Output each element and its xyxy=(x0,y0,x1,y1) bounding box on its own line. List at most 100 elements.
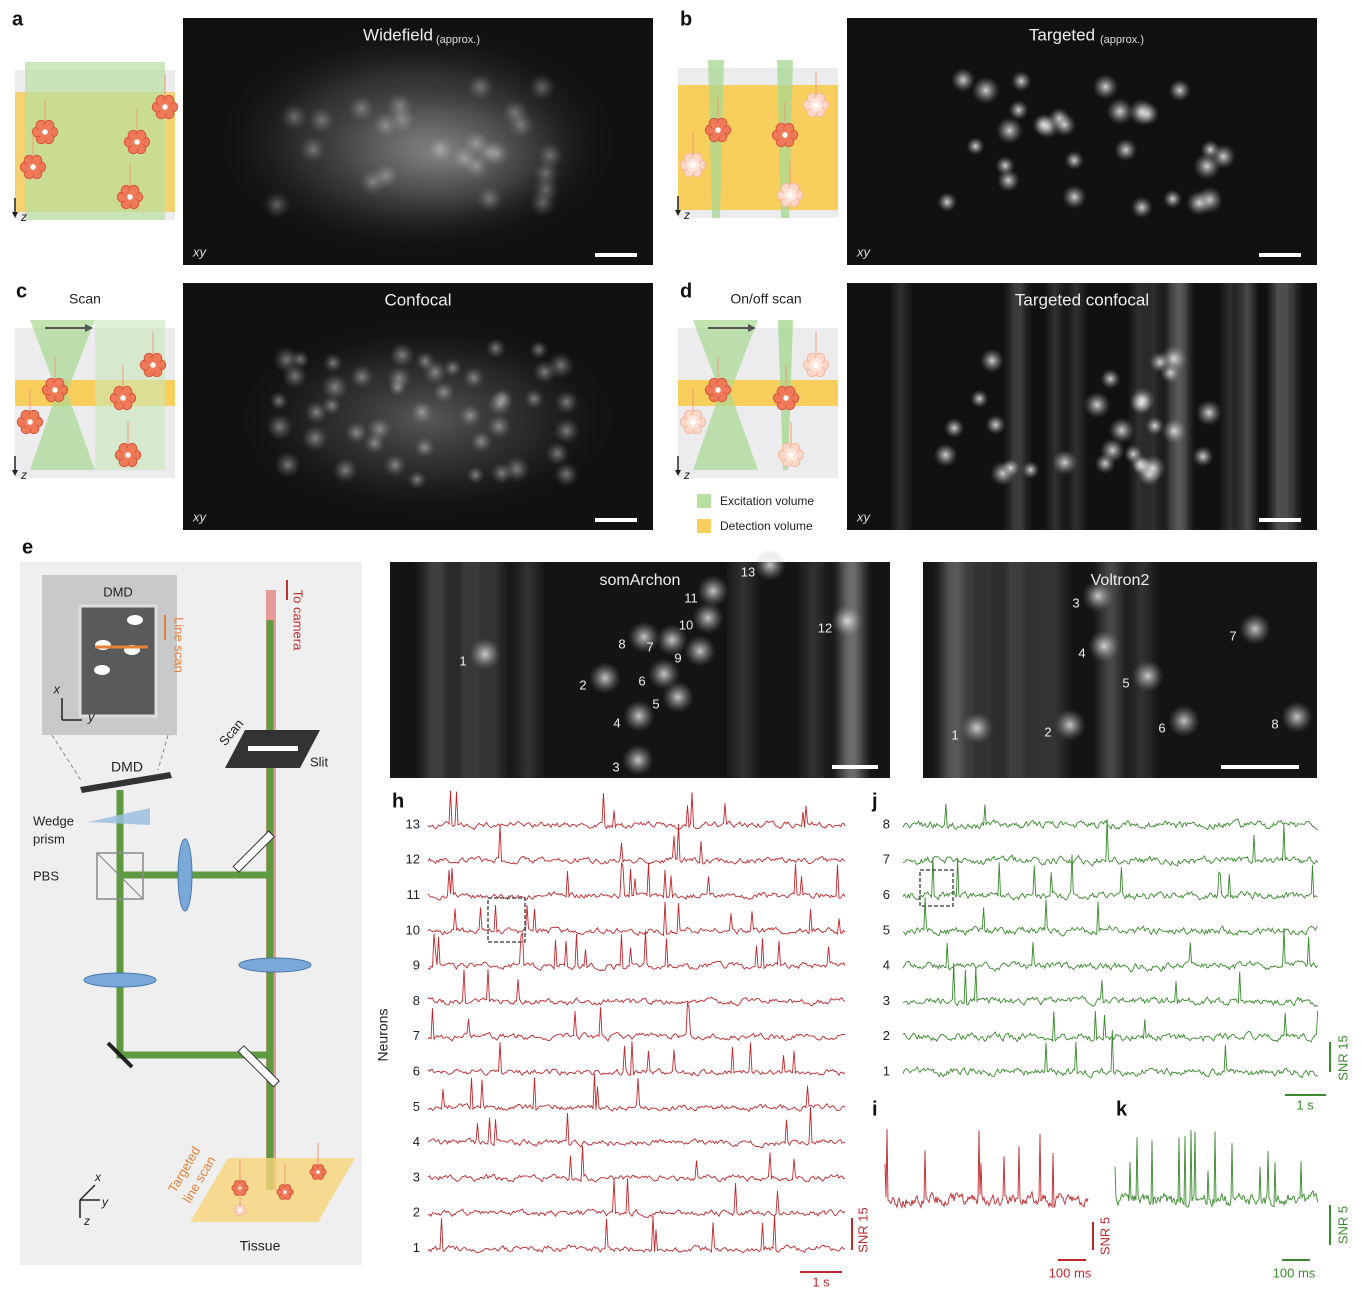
neuron-nucleus xyxy=(782,132,788,138)
neuron-nucleus xyxy=(150,362,156,368)
legend-label: Detection volume xyxy=(720,519,813,533)
cell xyxy=(692,602,724,634)
cell xyxy=(332,457,358,483)
stripe xyxy=(423,562,459,778)
cell xyxy=(1084,392,1111,419)
cell xyxy=(1145,416,1164,435)
image-title: Confocal xyxy=(384,290,451,309)
cell-number: 3 xyxy=(612,759,619,774)
cell xyxy=(951,68,975,92)
neuron-nucleus xyxy=(715,127,721,133)
y-axis-label: Neurons xyxy=(375,1009,391,1062)
stripe xyxy=(1043,283,1067,530)
scale-label: 100 ms xyxy=(1273,1265,1316,1280)
cell xyxy=(934,443,958,467)
cell xyxy=(1281,701,1313,733)
row-label: 11 xyxy=(407,887,421,902)
cell xyxy=(1100,369,1120,389)
cell xyxy=(589,662,621,694)
row-label: 2 xyxy=(883,1028,890,1043)
cell xyxy=(503,456,530,483)
cell xyxy=(997,169,1020,192)
cell xyxy=(1140,455,1167,482)
trace xyxy=(428,969,845,1006)
cell xyxy=(458,404,482,428)
neuron-nucleus xyxy=(27,419,33,425)
axis-label: x xyxy=(53,681,61,696)
scale-label: 1 s xyxy=(1296,1097,1314,1112)
cell xyxy=(347,94,375,122)
cell xyxy=(966,137,984,155)
cell xyxy=(345,421,369,445)
trace xyxy=(903,897,1318,936)
neuron-nucleus xyxy=(690,419,696,425)
scale-bar xyxy=(595,518,637,522)
cell xyxy=(486,391,513,418)
dmd-label: DMD xyxy=(111,759,143,775)
panel-letter: a xyxy=(12,8,24,30)
neuron-nucleus xyxy=(788,452,794,458)
z-label: z xyxy=(20,210,27,224)
cell-number: 2 xyxy=(579,677,586,692)
cell xyxy=(553,417,580,444)
cell xyxy=(372,162,400,190)
cell xyxy=(996,117,1023,144)
row-label: 5 xyxy=(413,1099,420,1114)
cell xyxy=(961,712,993,744)
cell xyxy=(1011,71,1031,91)
cell xyxy=(282,363,308,389)
slit-label: Slit xyxy=(310,754,328,769)
cell xyxy=(302,425,329,452)
lens xyxy=(84,973,156,987)
scale-label: SNR 5 xyxy=(1097,1217,1112,1255)
cell-number: 5 xyxy=(652,696,659,711)
trace xyxy=(428,1074,845,1112)
cell-number: 12 xyxy=(818,620,832,635)
cell xyxy=(831,605,863,637)
cell-number: 3 xyxy=(1072,595,1079,610)
camera-label: To camera xyxy=(291,590,306,651)
cell xyxy=(433,381,455,403)
stripe xyxy=(954,562,990,778)
cell xyxy=(485,338,506,359)
axis-label: xy xyxy=(192,509,208,524)
cell xyxy=(1114,138,1137,161)
panel-letter: i xyxy=(872,1098,878,1120)
scale-label: SNR 15 xyxy=(855,1207,870,1253)
schematic-label: Scan xyxy=(69,291,101,307)
row-label: 1 xyxy=(413,1240,420,1255)
cell xyxy=(1149,351,1170,372)
cell xyxy=(388,378,406,396)
cell xyxy=(299,135,327,163)
tissue-label: Tissue xyxy=(240,1238,281,1254)
slit-gap xyxy=(248,746,298,751)
scale-bar xyxy=(1221,765,1299,769)
trace xyxy=(1115,1130,1318,1207)
panel-letter: c xyxy=(16,280,27,302)
wedge-label: prism xyxy=(33,831,65,846)
cell xyxy=(443,359,462,378)
cell xyxy=(269,391,288,410)
inset-title: DMD xyxy=(103,584,133,599)
cell xyxy=(1196,400,1222,426)
cell xyxy=(1032,114,1054,136)
neuron-nucleus xyxy=(125,452,131,458)
trace xyxy=(428,1041,845,1076)
panel-letter: j xyxy=(871,790,878,812)
image-title: Targeted confocal xyxy=(1015,290,1149,309)
cell xyxy=(1192,446,1213,467)
neuron-nucleus xyxy=(316,1170,320,1174)
row-label: 8 xyxy=(883,816,890,831)
cell xyxy=(1132,660,1164,692)
cell xyxy=(1131,196,1153,218)
cell xyxy=(985,415,1005,435)
cell xyxy=(545,441,570,466)
cell xyxy=(528,73,556,101)
stripe xyxy=(510,562,546,778)
trace xyxy=(903,804,1318,830)
row-label: 2 xyxy=(413,1205,420,1220)
cell-number: 5 xyxy=(1122,675,1129,690)
lens xyxy=(178,839,192,911)
panel-letter: d xyxy=(680,280,692,302)
cell xyxy=(408,470,427,489)
